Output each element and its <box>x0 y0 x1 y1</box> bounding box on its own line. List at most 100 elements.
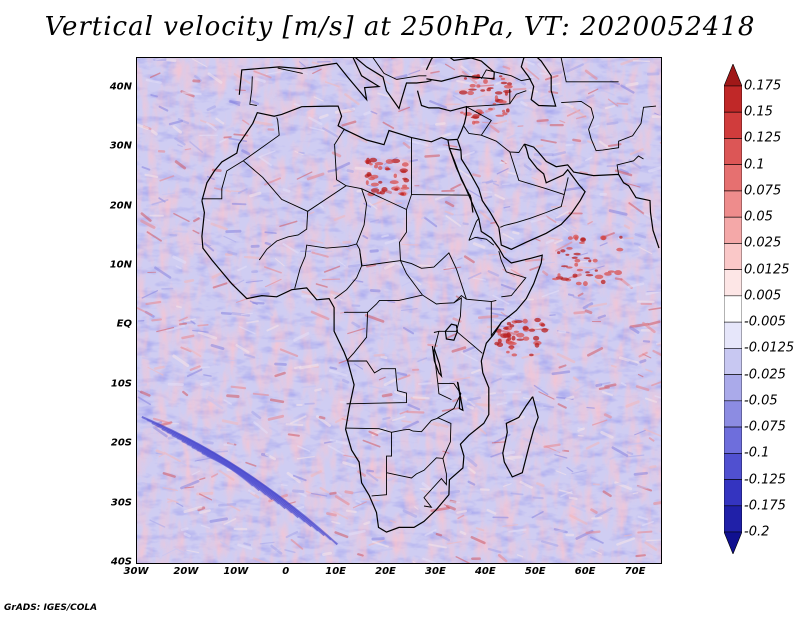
updraft-cell <box>575 281 582 286</box>
field-streak <box>646 539 661 542</box>
field-streak <box>369 219 380 223</box>
updraft-cell <box>385 159 394 164</box>
field-streak <box>628 202 645 215</box>
field-streak <box>607 98 619 107</box>
field-streak <box>450 183 462 190</box>
field-streak <box>389 519 397 524</box>
field-streak <box>228 137 248 143</box>
field-streak <box>422 557 437 563</box>
field-streak <box>635 554 646 558</box>
field-streak <box>370 110 378 115</box>
field-streak <box>363 110 372 116</box>
field-streak <box>618 356 639 365</box>
field-streak <box>372 540 389 548</box>
field-streak <box>384 238 399 245</box>
field-streak <box>162 487 179 492</box>
field-streak <box>154 266 172 279</box>
field-streak <box>223 235 237 243</box>
field-streak <box>373 353 385 357</box>
lat-label: 40S <box>110 556 132 568</box>
field-streak <box>166 324 185 332</box>
field-streak <box>223 359 237 362</box>
field-streak <box>223 443 235 446</box>
updraft-cell <box>600 235 607 241</box>
field-streak <box>159 175 175 182</box>
field-streak <box>578 175 592 182</box>
field-streak <box>487 270 500 277</box>
field-streak <box>499 161 508 164</box>
field-streak <box>139 390 151 397</box>
field-streak <box>655 341 661 345</box>
field-streak <box>432 421 449 429</box>
field-streak <box>445 63 456 71</box>
field-streak <box>245 531 260 537</box>
field-streak <box>567 293 575 297</box>
field-streak <box>578 266 598 269</box>
field-streak <box>623 224 631 230</box>
field-streak <box>584 309 593 315</box>
coastline-victoria <box>444 323 459 341</box>
field-streak <box>363 521 371 526</box>
field-streak <box>574 383 589 392</box>
colorbar-swatch <box>724 295 742 323</box>
field-streak <box>346 169 354 173</box>
field-streak <box>470 535 486 545</box>
field-streak <box>166 58 177 63</box>
map-title: Vertical velocity [m/s] at 250hPa, VT: 2… <box>44 12 756 42</box>
field-streak <box>365 333 384 340</box>
field-streak <box>342 461 357 468</box>
field-streak <box>304 79 319 85</box>
field-streak <box>639 107 650 111</box>
field-streak <box>571 504 587 513</box>
field-streak <box>611 446 629 457</box>
field-streak <box>434 122 446 126</box>
field-streak <box>525 67 540 80</box>
field-streak <box>191 470 201 476</box>
updraft-cell <box>583 257 591 260</box>
field-streak <box>632 59 651 63</box>
field-streak <box>258 156 272 167</box>
updraft-cell <box>506 322 512 326</box>
field-streak <box>174 160 187 170</box>
field-streak <box>319 486 330 494</box>
updraft-cell <box>510 346 514 350</box>
field-streak <box>461 70 478 84</box>
field-streak <box>557 403 567 409</box>
updraft-cell <box>394 188 399 191</box>
field-streak <box>246 320 259 324</box>
field-streak <box>632 485 648 489</box>
field-streak <box>311 61 320 65</box>
field-streak <box>382 121 395 129</box>
field-streak <box>417 357 428 363</box>
country-border <box>433 330 462 419</box>
field-streak <box>566 63 584 73</box>
field-streak <box>412 396 430 400</box>
field-streak <box>503 205 511 209</box>
field-streak <box>296 171 313 180</box>
field-streak <box>545 215 557 224</box>
field-streak <box>329 491 337 495</box>
field-streak <box>558 489 573 495</box>
field-streak <box>565 395 575 401</box>
field-streak <box>309 126 325 132</box>
field-streak <box>311 492 328 497</box>
coastlines-layer <box>201 58 660 533</box>
field-streak <box>388 258 406 269</box>
field-streak <box>146 231 162 242</box>
field-streak <box>502 233 515 240</box>
field-streak <box>467 272 482 280</box>
updraft-cell <box>381 187 388 192</box>
field-streak <box>563 186 583 192</box>
colorbar-level-label: 0.15 <box>744 104 773 120</box>
field-streak <box>550 205 567 208</box>
field-streak <box>561 449 570 452</box>
coastline-turkey <box>416 90 467 140</box>
updraft-cell <box>567 236 573 240</box>
updraft-cell <box>566 247 573 250</box>
field-streak <box>445 215 462 227</box>
field-streak <box>608 113 617 119</box>
field-streak <box>176 305 182 309</box>
field-streak <box>402 141 411 149</box>
field-streak <box>505 421 516 426</box>
colorbar-level-label: 0.075 <box>744 183 782 199</box>
